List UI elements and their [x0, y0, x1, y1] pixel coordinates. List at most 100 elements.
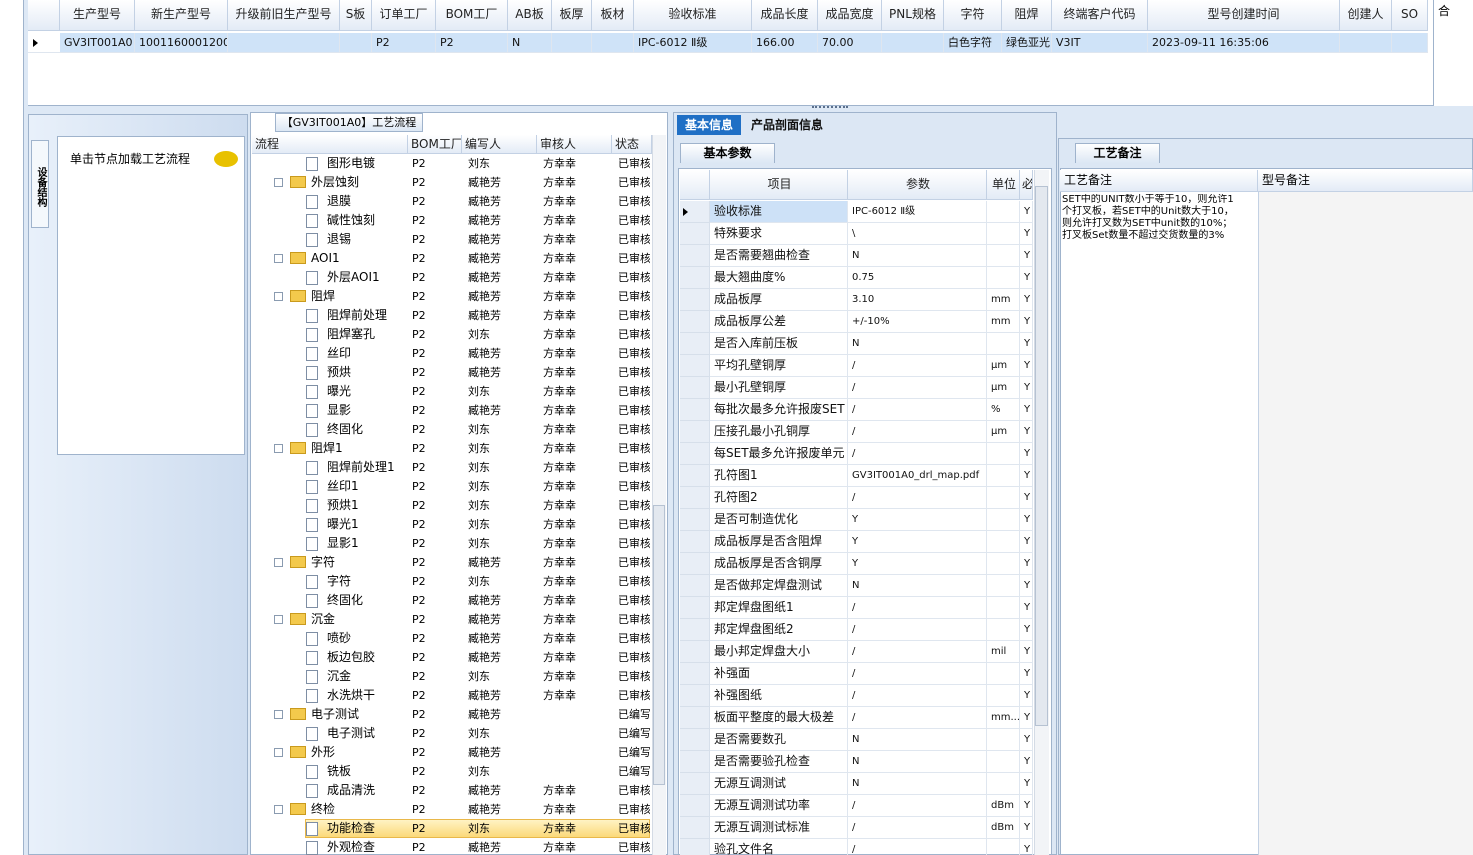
- grid-cell[interactable]: /: [848, 641, 987, 663]
- grid-cell[interactable]: [882, 33, 944, 53]
- grid-cell[interactable]: Y: [1020, 509, 1033, 531]
- step-name[interactable]: 成品清洗: [327, 783, 376, 797]
- step-name[interactable]: 沉金: [327, 669, 352, 683]
- grid-cell[interactable]: 孔符图2: [710, 487, 848, 509]
- grid-cell[interactable]: [987, 531, 1020, 553]
- step-name[interactable]: 曝光: [327, 384, 352, 398]
- tab[interactable]: 产品剖面信息: [750, 118, 823, 132]
- step-name[interactable]: 退膜: [327, 194, 352, 208]
- step-name[interactable]: 字符: [327, 574, 352, 588]
- grid-cell[interactable]: 验孔文件名: [710, 839, 848, 855]
- step-name[interactable]: 退锡: [327, 232, 352, 246]
- grid-cell[interactable]: N: [508, 33, 552, 53]
- grid-cell[interactable]: mm...: [987, 707, 1020, 729]
- grid-cell[interactable]: [987, 597, 1020, 619]
- grid-cell[interactable]: 板面平整度的最大极差: [710, 707, 848, 729]
- expander[interactable]: [274, 292, 283, 301]
- grid-cell[interactable]: [987, 245, 1020, 267]
- grid-cell[interactable]: /: [848, 421, 987, 443]
- grid-cell[interactable]: Y: [1020, 333, 1033, 355]
- grid-cell[interactable]: [592, 33, 634, 53]
- step-name[interactable]: 阻焊塞孔: [327, 327, 376, 341]
- step-name[interactable]: 电子测试: [311, 707, 360, 721]
- grid-cell[interactable]: Y: [1020, 839, 1033, 855]
- grid-cell[interactable]: [987, 773, 1020, 795]
- grid-cell[interactable]: 邦定焊盘图纸1: [710, 597, 848, 619]
- step-name[interactable]: 电子测试: [327, 726, 376, 740]
- step-name[interactable]: 板边包胶: [327, 650, 376, 664]
- step-name[interactable]: 阻焊前处理1: [327, 460, 395, 474]
- grid-cell[interactable]: 2023-09-11 16:35:06: [1148, 33, 1340, 53]
- grid-cell[interactable]: dBm: [987, 795, 1020, 817]
- step-name[interactable]: 铣板: [327, 764, 352, 778]
- grid-cell[interactable]: 是否可制造优化: [710, 509, 848, 531]
- grid-cell[interactable]: Y: [1020, 795, 1033, 817]
- expander[interactable]: [274, 444, 283, 453]
- grid-cell[interactable]: V3IT: [1052, 33, 1148, 53]
- grid-cell[interactable]: μm: [987, 377, 1020, 399]
- subtab[interactable]: 基本参数: [680, 143, 775, 163]
- grid-cell[interactable]: 每SET最多允许报废单元: [710, 443, 848, 465]
- step-name[interactable]: 外形: [311, 745, 336, 759]
- grid-cell[interactable]: 最小邦定焊盘大小: [710, 641, 848, 663]
- grid-cell[interactable]: N: [848, 333, 987, 355]
- grid-cell[interactable]: Y: [1020, 289, 1033, 311]
- tab[interactable]: 基本信息: [677, 115, 741, 135]
- grid-cell[interactable]: [1340, 33, 1392, 53]
- step-name[interactable]: 阻焊1: [311, 441, 343, 455]
- grid-cell[interactable]: 是否入库前压板: [710, 333, 848, 355]
- grid-cell[interactable]: IPC-6012 Ⅱ级: [848, 201, 987, 223]
- grid-cell[interactable]: [987, 575, 1020, 597]
- grid-cell[interactable]: Y: [1020, 751, 1033, 773]
- step-name[interactable]: 显影: [327, 403, 352, 417]
- grid-cell[interactable]: Y: [1020, 553, 1033, 575]
- grid-cell[interactable]: 无源互调测试: [710, 773, 848, 795]
- grid-cell[interactable]: \: [848, 223, 987, 245]
- grid-cell[interactable]: 166.00: [752, 33, 818, 53]
- step-name[interactable]: 丝印1: [327, 479, 359, 493]
- grid-cell[interactable]: Y: [1020, 377, 1033, 399]
- step-name[interactable]: 图形电镀: [327, 156, 376, 170]
- grid-cell[interactable]: Y: [1020, 817, 1033, 839]
- grid-cell[interactable]: [987, 465, 1020, 487]
- grid-cell[interactable]: 成品板厚是否含铜厚: [710, 553, 848, 575]
- grid-cell[interactable]: 白色字符: [944, 33, 1002, 53]
- grid-cell[interactable]: 是否需要验孔检查: [710, 751, 848, 773]
- step-name[interactable]: 预烘: [327, 365, 352, 379]
- grid-cell[interactable]: N: [848, 575, 987, 597]
- step-name[interactable]: 外层蚀刻: [311, 175, 360, 189]
- grid-cell[interactable]: N: [848, 245, 987, 267]
- grid-cell[interactable]: 补强面: [710, 663, 848, 685]
- remarks-tab[interactable]: 工艺备注: [1075, 143, 1160, 163]
- expander[interactable]: [274, 710, 283, 719]
- expander[interactable]: [274, 805, 283, 814]
- grid-cell[interactable]: dBm: [987, 817, 1020, 839]
- step-name[interactable]: 终固化: [327, 422, 364, 436]
- grid-cell[interactable]: [228, 33, 340, 53]
- grid-cell[interactable]: 3.10: [848, 289, 987, 311]
- grid-cell[interactable]: 验收标准: [710, 201, 848, 223]
- grid-cell[interactable]: μm: [987, 421, 1020, 443]
- grid-cell[interactable]: /: [848, 355, 987, 377]
- grid-cell[interactable]: Y: [1020, 421, 1033, 443]
- grid-cell[interactable]: [1392, 33, 1428, 53]
- grid-cell[interactable]: [987, 201, 1020, 223]
- grid-cell[interactable]: 孔符图1: [710, 465, 848, 487]
- grid-cell[interactable]: [987, 553, 1020, 575]
- grid-cell[interactable]: /: [848, 685, 987, 707]
- step-name[interactable]: 水洗烘干: [327, 688, 376, 702]
- step-name[interactable]: 曝光1: [327, 517, 359, 531]
- grid-cell[interactable]: N: [848, 729, 987, 751]
- grid-cell[interactable]: [987, 223, 1020, 245]
- step-name[interactable]: 终检: [311, 802, 336, 816]
- expander[interactable]: [274, 748, 283, 757]
- grid-cell[interactable]: Y: [1020, 729, 1033, 751]
- step-name[interactable]: 碱性蚀刻: [327, 213, 376, 227]
- grid-cell[interactable]: IPC-6012 Ⅱ级: [634, 33, 752, 53]
- grid-cell[interactable]: 10011600012002: [135, 33, 228, 53]
- grid-cell[interactable]: /: [848, 597, 987, 619]
- grid-cell[interactable]: P2: [372, 33, 436, 53]
- grid-cell[interactable]: Y: [1020, 663, 1033, 685]
- grid-cell[interactable]: [987, 487, 1020, 509]
- grid-cell[interactable]: Y: [1020, 575, 1033, 597]
